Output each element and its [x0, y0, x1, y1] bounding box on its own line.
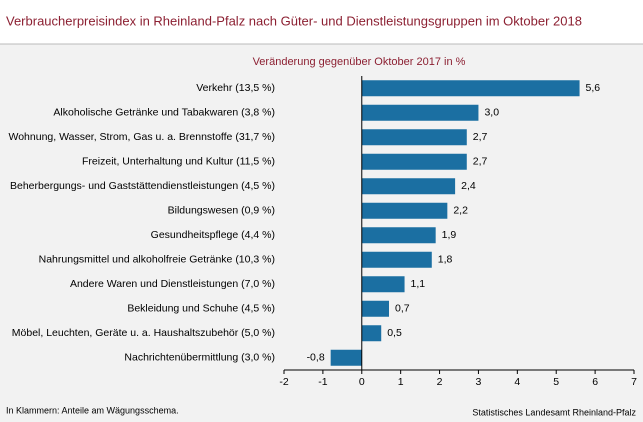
y-tick-label: Gesundheitspflege (4,4 %) [151, 229, 275, 241]
x-tick-label: 7 [631, 376, 637, 388]
y-tick-label: Verkehr (13,5 %) [196, 82, 275, 94]
bar [361, 300, 389, 317]
x-tick-label: 4 [514, 376, 520, 388]
x-tick-label: 1 [398, 376, 404, 388]
data-label: 2,7 [473, 131, 488, 143]
data-label: 2,7 [473, 156, 488, 168]
data-label: 0,7 [395, 303, 410, 315]
data-label: 0,5 [387, 327, 402, 339]
y-tick-label: Nahrungsmittel und alkoholfreie Getränke… [39, 254, 275, 266]
x-tick-label: 5 [553, 376, 559, 388]
data-label: 3,0 [484, 107, 499, 119]
y-tick-label: Nachrichtenübermittlung (3,0 %) [124, 352, 275, 364]
x-tick-label: 2 [437, 376, 443, 388]
bar [361, 80, 580, 97]
y-tick-label: Alkoholische Getränke und Tabakwaren (3,… [53, 107, 275, 119]
data-label: 2,4 [461, 180, 476, 192]
data-label: 2,2 [453, 205, 468, 217]
x-tick-label: 3 [476, 376, 482, 388]
y-tick-label: Wohnung, Wasser, Strom, Gas u. a. Brenns… [8, 131, 275, 143]
bar [361, 104, 479, 121]
bar [330, 349, 362, 366]
data-label: 1,9 [442, 229, 457, 241]
chart-title: Verbraucherpreisindex in Rheinland-Pfalz… [6, 13, 582, 28]
x-tick-label: 6 [592, 376, 598, 388]
chart-subtitle: Veränderung gegenüber Oktober 2017 in % [253, 56, 466, 68]
x-tick-label: -2 [279, 376, 288, 388]
bar [361, 202, 448, 219]
footnote: In Klammern: Anteile am Wägungsschema. [6, 405, 179, 415]
data-label: 1,8 [438, 254, 453, 266]
x-tick-label: 0 [359, 376, 365, 388]
bar [361, 251, 432, 268]
chart-area [0, 44, 643, 422]
bar [361, 153, 467, 170]
data-label: 5,6 [586, 82, 601, 94]
bar [361, 325, 382, 342]
y-tick-label: Bekleidung und Schuhe (4,5 %) [127, 303, 275, 315]
bar [361, 276, 405, 293]
y-tick-label: Beherbergungs- und Gaststättendienstleis… [10, 180, 275, 192]
source: Statistisches Landesamt Rheinland-Pfalz [472, 407, 636, 417]
bar [361, 178, 456, 195]
bar [361, 129, 467, 146]
bar [361, 227, 436, 244]
x-tick-label: -1 [318, 376, 327, 388]
y-tick-label: Möbel, Leuchten, Geräte u. a. Haushaltsz… [12, 327, 275, 339]
data-label: 1,1 [411, 278, 426, 290]
y-tick-label: Bildungswesen (0,9 %) [168, 205, 275, 217]
y-tick-label: Freizeit, Unterhaltung und Kultur (11,5 … [82, 156, 275, 168]
y-tick-label: Andere Waren und Dienstleistungen (7,0 %… [70, 278, 275, 290]
data-label: -0,8 [307, 352, 325, 364]
